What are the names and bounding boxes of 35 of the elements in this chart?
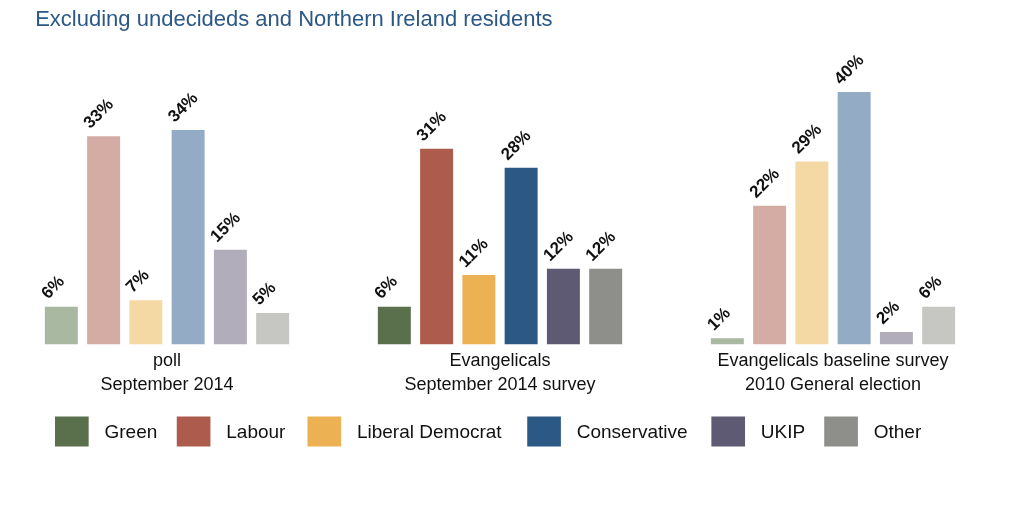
x-axis-title: poll September 2014 — [100, 349, 234, 394]
bar — [377, 306, 411, 345]
bar — [171, 129, 205, 345]
bar — [256, 312, 290, 345]
bar — [546, 268, 580, 345]
data-label: 5% — [248, 278, 280, 309]
bar — [795, 161, 829, 345]
bar — [753, 205, 787, 345]
legend-label: Other — [873, 421, 922, 442]
data-label: 1% — [703, 303, 735, 335]
legend-label: Labour — [226, 421, 287, 442]
data-label: 7% — [121, 265, 153, 297]
bar — [837, 92, 871, 345]
legend-label: Conservative — [576, 421, 688, 442]
x-axis-title: Evangelicals baseline survey 2010 General election — [717, 349, 949, 394]
bar — [420, 148, 454, 345]
data-label: 2% — [872, 297, 904, 328]
bar — [879, 331, 913, 345]
bar — [922, 306, 956, 345]
bar — [710, 338, 744, 345]
data-label: 6% — [37, 271, 69, 303]
chart-subtitle: Excluding undecideds and Northern Ireland residents — [35, 6, 553, 31]
bar — [87, 136, 121, 345]
bar — [129, 300, 163, 345]
bar — [504, 167, 538, 345]
bar — [589, 268, 623, 345]
legend-label: UKIP — [760, 421, 806, 442]
bar — [462, 275, 496, 345]
x-axis-title: Evangelicals September 2014 survey — [404, 349, 596, 394]
bar — [44, 306, 78, 345]
data-label: 6% — [370, 271, 402, 303]
legend-label: Liberal Democrat — [356, 421, 503, 442]
bar — [213, 249, 247, 345]
legend-label: Green — [104, 421, 158, 442]
data-label: 6% — [914, 271, 946, 303]
